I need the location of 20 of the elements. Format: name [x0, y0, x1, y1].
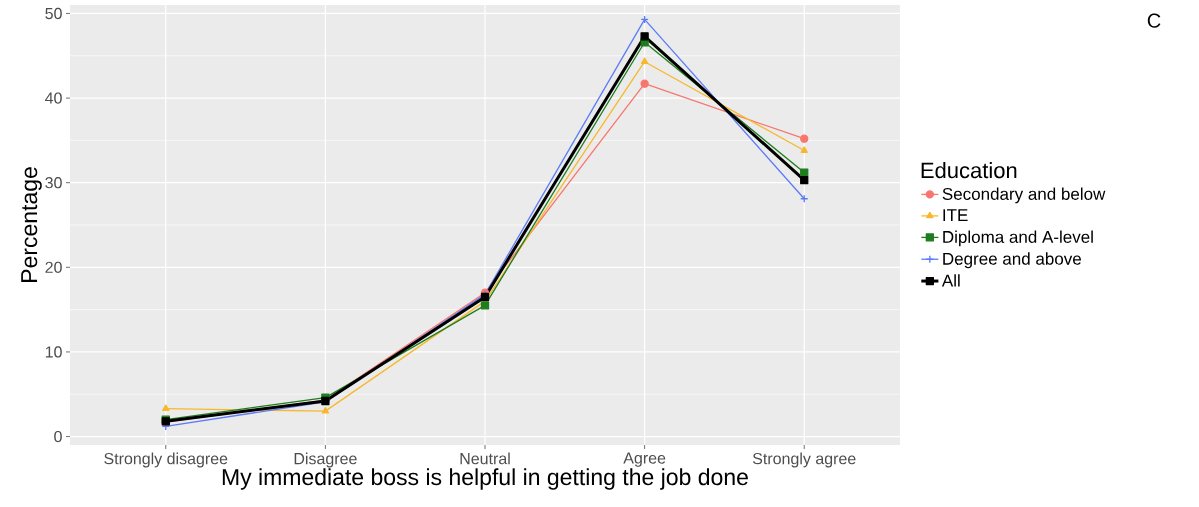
x-tick-label: Agree	[623, 452, 666, 467]
y-tick-label: 50	[45, 7, 62, 20]
x-tick-label: Strongly agree	[752, 452, 856, 468]
legend-label: Secondary and below	[942, 187, 1106, 204]
legend-label: Degree and above	[943, 252, 1081, 269]
y-tick-label: 20	[45, 261, 62, 273]
y-tick-label: 0	[54, 430, 62, 443]
y-axis-title: Percentage	[21, 167, 42, 282]
x-tick-label: Neutral	[460, 452, 510, 465]
legend-label: ITE	[943, 209, 968, 221]
text: C	[1147, 13, 1161, 28]
x-tick-label: Disagree	[294, 452, 357, 468]
x-tick-label: Strongly disagree	[104, 452, 228, 468]
y-tick-label: 40	[45, 92, 62, 104]
x-axis-title: My immediate boss is helpful in getting the job done	[222, 468, 748, 490]
legend-title: Education	[921, 162, 1017, 179]
y-tick-label: 30	[45, 177, 62, 189]
legend-label: Diploma and A-level	[943, 230, 1093, 247]
y-tick-label: 10	[45, 346, 62, 358]
legend-label: All	[941, 274, 960, 287]
